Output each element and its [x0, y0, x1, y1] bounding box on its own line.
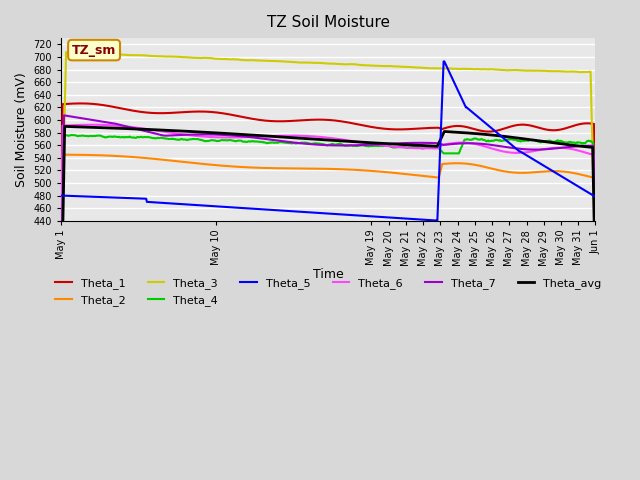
X-axis label: Time: Time — [313, 268, 344, 281]
Title: TZ Soil Moisture: TZ Soil Moisture — [267, 15, 390, 30]
Legend: Theta_1, Theta_2, Theta_3, Theta_4, Theta_5, Theta_6, Theta_7, Theta_avg: Theta_1, Theta_2, Theta_3, Theta_4, Thet… — [51, 274, 606, 310]
Text: TZ_sm: TZ_sm — [72, 44, 116, 57]
Y-axis label: Soil Moisture (mV): Soil Moisture (mV) — [15, 72, 28, 187]
